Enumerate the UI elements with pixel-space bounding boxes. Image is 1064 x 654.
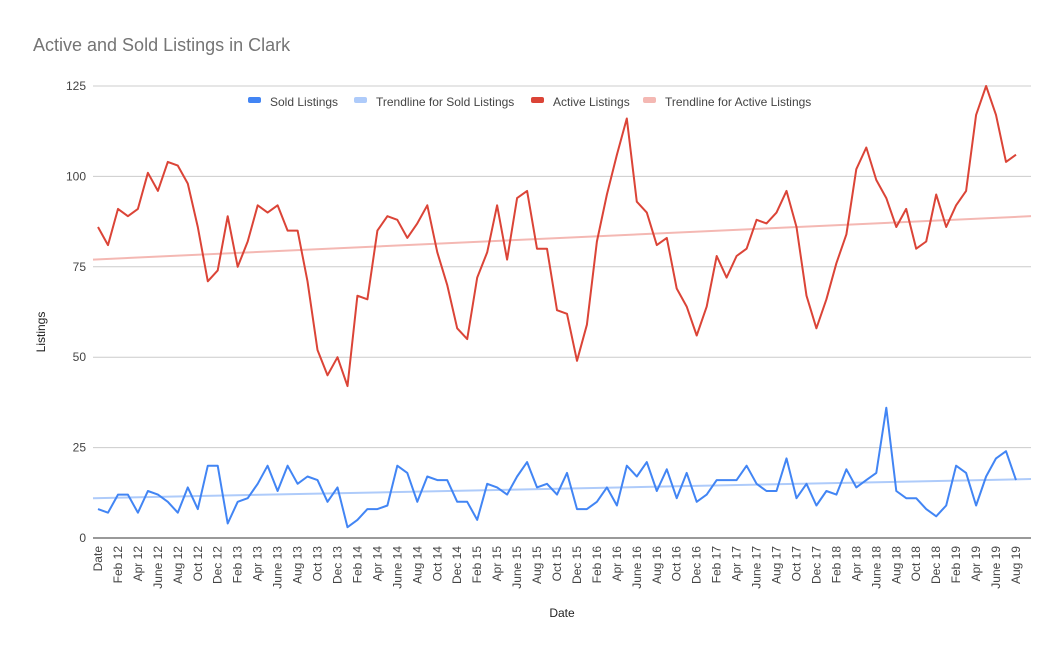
y-tick-label: 100	[66, 169, 86, 183]
x-tick-label: Apr 19	[969, 546, 983, 582]
x-tick-label: Dec 14	[450, 546, 464, 584]
legend-item: Trendline for Sold Listings	[354, 95, 514, 109]
x-tick-label: Dec 13	[330, 546, 344, 584]
legend-item: Sold Listings	[248, 95, 338, 109]
x-tick-label: Apr 17	[730, 546, 744, 582]
legend-label: Trendline for Active Listings	[665, 95, 811, 109]
legend-swatch	[354, 97, 367, 103]
x-tick-label: Oct 12	[191, 546, 205, 582]
x-tick-label: Feb 17	[710, 546, 724, 584]
x-tick-label: Feb 16	[590, 546, 604, 584]
y-tick-labels: 0 25 50 75 100 125	[66, 79, 86, 545]
x-tick-labels: Date Feb 12 Apr 12 June 12 Aug 12 Oct 12 Dec 1…	[91, 546, 1023, 589]
x-tick-label: Aug 18	[889, 546, 903, 584]
legend: Sold Listings Trendline for Sold Listings…	[248, 95, 811, 109]
x-tick-label: Feb 15	[470, 546, 484, 584]
legend-swatch	[248, 97, 261, 103]
y-tick-label: 50	[73, 350, 87, 364]
x-tick-label: Aug 17	[770, 546, 784, 584]
x-tick-label: June 13	[271, 546, 285, 589]
x-tick-label: Apr 18	[849, 546, 863, 582]
series-lines	[92, 85, 1032, 529]
y-tick-label: 75	[73, 260, 87, 274]
x-tick-label: Oct 18	[909, 546, 923, 582]
chart-title: Active and Sold Listings in Clark	[33, 35, 291, 55]
y-tick-label: 125	[66, 79, 86, 93]
x-tick-label: Aug 12	[171, 546, 185, 584]
legend-item: Trendline for Active Listings	[643, 95, 811, 109]
x-tick-label: Apr 15	[490, 546, 504, 582]
x-tick-label: June 15	[510, 546, 524, 589]
legend-swatch	[531, 97, 544, 103]
x-tick-label: Apr 14	[370, 546, 384, 582]
x-tick-label: Feb 18	[829, 546, 843, 584]
legend-label: Trendline for Sold Listings	[376, 95, 514, 109]
x-tick-label: Oct 15	[550, 546, 564, 582]
x-tick-label: Feb 19	[949, 546, 963, 584]
y-tick-label: 0	[79, 531, 86, 545]
x-tick-label: Oct 14	[430, 546, 444, 582]
x-tick-label: Dec 15	[570, 546, 584, 584]
y-axis-title: Listings	[34, 312, 48, 353]
x-tick-label: Aug 15	[530, 546, 544, 584]
x-tick-label: Aug 19	[1009, 546, 1023, 584]
x-tick-label: Aug 16	[650, 546, 664, 584]
x-tick-label: Dec 17	[809, 546, 823, 584]
x-tick-label: Oct 17	[789, 546, 803, 582]
x-tick-label: Apr 13	[251, 546, 265, 582]
x-tick-label: June 14	[390, 546, 404, 589]
x-tick-label: Aug 14	[410, 546, 424, 584]
x-tick-label: Aug 13	[291, 546, 305, 584]
sold-listings-line	[97, 406, 1017, 529]
x-tick-label: Oct 16	[670, 546, 684, 582]
x-tick-label: June 19	[989, 546, 1003, 589]
y-tick-label: 25	[73, 441, 87, 455]
legend-label: Sold Listings	[270, 95, 338, 109]
x-tick-label: June 17	[750, 546, 764, 589]
x-tick-label: Feb 12	[111, 546, 125, 584]
trendline-for-active-listings-line	[92, 215, 1032, 261]
legend-label: Active Listings	[553, 95, 630, 109]
x-tick-label: Oct 13	[311, 546, 325, 582]
legend-swatch	[643, 97, 656, 103]
x-tick-label: June 18	[869, 546, 883, 589]
legend-item: Active Listings	[531, 95, 630, 109]
x-tick-label: Date	[91, 546, 105, 572]
x-tick-label: June 16	[630, 546, 644, 589]
x-tick-label: Dec 16	[690, 546, 704, 584]
x-tick-label: Dec 12	[211, 546, 225, 584]
x-tick-label: June 12	[151, 546, 165, 589]
x-tick-label: Apr 12	[131, 546, 145, 582]
gridlines	[93, 85, 1031, 539]
x-tick-label: Feb 13	[231, 546, 245, 584]
x-tick-label: Dec 18	[929, 546, 943, 584]
x-tick-label: Apr 16	[610, 546, 624, 582]
active-listings-line	[97, 85, 1017, 388]
x-axis-title: Date	[549, 606, 575, 620]
x-tick-label: Feb 14	[350, 546, 364, 584]
